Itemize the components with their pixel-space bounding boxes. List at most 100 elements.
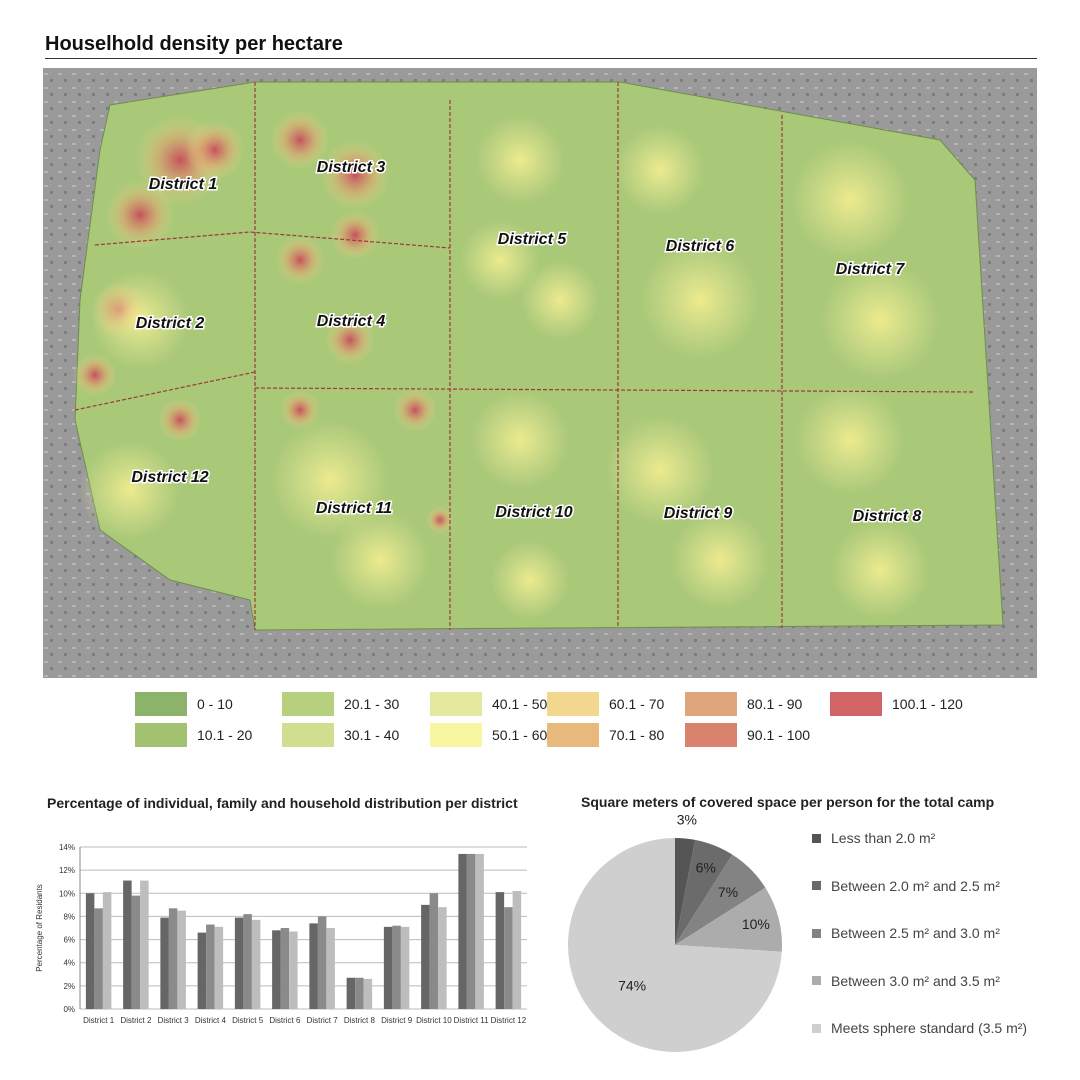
y-tick-label: 8% (63, 912, 75, 921)
pie-legend-item: Between 3.0 m² and 3.5 m² (812, 973, 1000, 989)
y-tick-label: 4% (63, 959, 75, 968)
bar (355, 977, 364, 1009)
legend-swatch (135, 692, 187, 716)
legend-label: Between 2.0 m² and 2.5 m² (831, 877, 1000, 894)
district-label: District 8 (853, 508, 922, 525)
pie-legend-item: Less than 2.0 m² (812, 830, 935, 846)
bar (243, 914, 252, 1009)
bar (102, 892, 112, 1009)
map-legend-item: 80.1 - 90 (685, 692, 802, 716)
map-legend-item: 30.1 - 40 (282, 723, 399, 747)
bar (309, 923, 318, 1009)
bar (317, 916, 327, 1009)
bar (251, 919, 261, 1009)
bar (94, 908, 103, 1009)
x-tick-label: District 3 (158, 1016, 190, 1025)
pie-slice (568, 838, 782, 1052)
map-title: Houselhold density per hectare (45, 33, 343, 55)
legend-swatch (685, 692, 737, 716)
district-label: District 1 (149, 176, 218, 193)
x-tick-label: District 4 (195, 1016, 227, 1025)
heat-spot (80, 440, 180, 540)
legend-swatch (430, 723, 482, 747)
bar (214, 926, 224, 1009)
legend-swatch (282, 692, 334, 716)
x-tick-label: District 5 (232, 1016, 264, 1025)
legend-swatch (135, 723, 187, 747)
map-legend-item: 10.1 - 20 (135, 723, 252, 747)
pie-slice (675, 887, 782, 952)
district-label: District 6 (666, 238, 735, 255)
bar (234, 917, 244, 1009)
bar (495, 892, 505, 1009)
bar (392, 925, 401, 1009)
heat-spot (640, 240, 760, 360)
bar (85, 893, 95, 1009)
district-label: District 7 (836, 261, 906, 278)
pie-data-label: 6% (696, 859, 716, 875)
bar (289, 931, 298, 1009)
x-tick-label: District 12 (491, 1016, 527, 1025)
bar (326, 928, 335, 1009)
heat-spot (520, 260, 600, 340)
map-legend-item: 40.1 - 50 (430, 692, 547, 716)
district-label: District 12 (131, 469, 208, 486)
map-legend-item: 90.1 - 100 (685, 723, 810, 747)
legend-label: 70.1 - 80 (609, 727, 665, 743)
legend-swatch (812, 1023, 821, 1033)
heat-spot (795, 385, 905, 495)
district-label: District 11 (316, 500, 392, 517)
heat-spot (73, 353, 117, 397)
heat-spot (325, 315, 375, 365)
legend-swatch (812, 881, 821, 890)
heat-spot (426, 506, 454, 534)
map-legend-item: 20.1 - 30 (282, 692, 399, 716)
density-map: District 1 District 2 District 3 District 4… (43, 68, 1037, 678)
bar-chart-title: Percentage of individual, family and hou… (47, 795, 518, 811)
district-label: District 5 (498, 231, 568, 248)
legend-swatch (812, 976, 821, 985)
district-label: District 9 (664, 505, 733, 522)
x-tick-label: District 9 (381, 1016, 413, 1025)
legend-label: 90.1 - 100 (747, 727, 811, 743)
y-tick-label: 12% (59, 866, 75, 875)
bar (400, 926, 410, 1009)
legend-label: 0 - 10 (197, 696, 233, 712)
bar-chart: 0% 2% 4% 6% 8% 10% 12% 14% Percentage of Residan… (35, 843, 527, 1025)
legend-swatch (830, 692, 882, 716)
heat-spot (185, 120, 245, 180)
bar (197, 932, 207, 1009)
district-label: District 10 (495, 504, 572, 521)
bar (438, 907, 447, 1009)
bar (131, 895, 141, 1009)
bar (272, 930, 281, 1009)
heat-spot (615, 125, 705, 215)
x-tick-label: District 7 (307, 1016, 339, 1025)
heat-spot (790, 140, 910, 260)
pie-data-label: 7% (718, 884, 738, 900)
heat-spot (158, 398, 202, 442)
pie-chart-title: Square meters of covered space per perso… (581, 794, 995, 810)
legend-label: 40.1 - 50 (492, 696, 548, 712)
bar (160, 917, 169, 1009)
y-tick-label: 10% (59, 889, 75, 898)
legend-label: 30.1 - 40 (344, 727, 400, 743)
district-boundaries (74, 82, 976, 630)
legend-label: Less than 2.0 m² (831, 830, 936, 846)
heat-spot (393, 388, 437, 432)
bar (458, 853, 467, 1009)
legend-swatch (812, 833, 821, 843)
bar (421, 904, 430, 1009)
bar (140, 880, 149, 1009)
bar (429, 893, 439, 1009)
legend-swatch (547, 723, 599, 747)
pie-slice (675, 839, 733, 945)
heat-spot (605, 415, 715, 525)
y-tick-label: 6% (63, 936, 75, 945)
bar (177, 910, 186, 1009)
map-legend-item: 0 - 10 (135, 692, 233, 716)
legend-swatch (430, 692, 482, 716)
heat-spot (270, 110, 330, 170)
map-legend-item: 70.1 - 80 (547, 723, 664, 747)
